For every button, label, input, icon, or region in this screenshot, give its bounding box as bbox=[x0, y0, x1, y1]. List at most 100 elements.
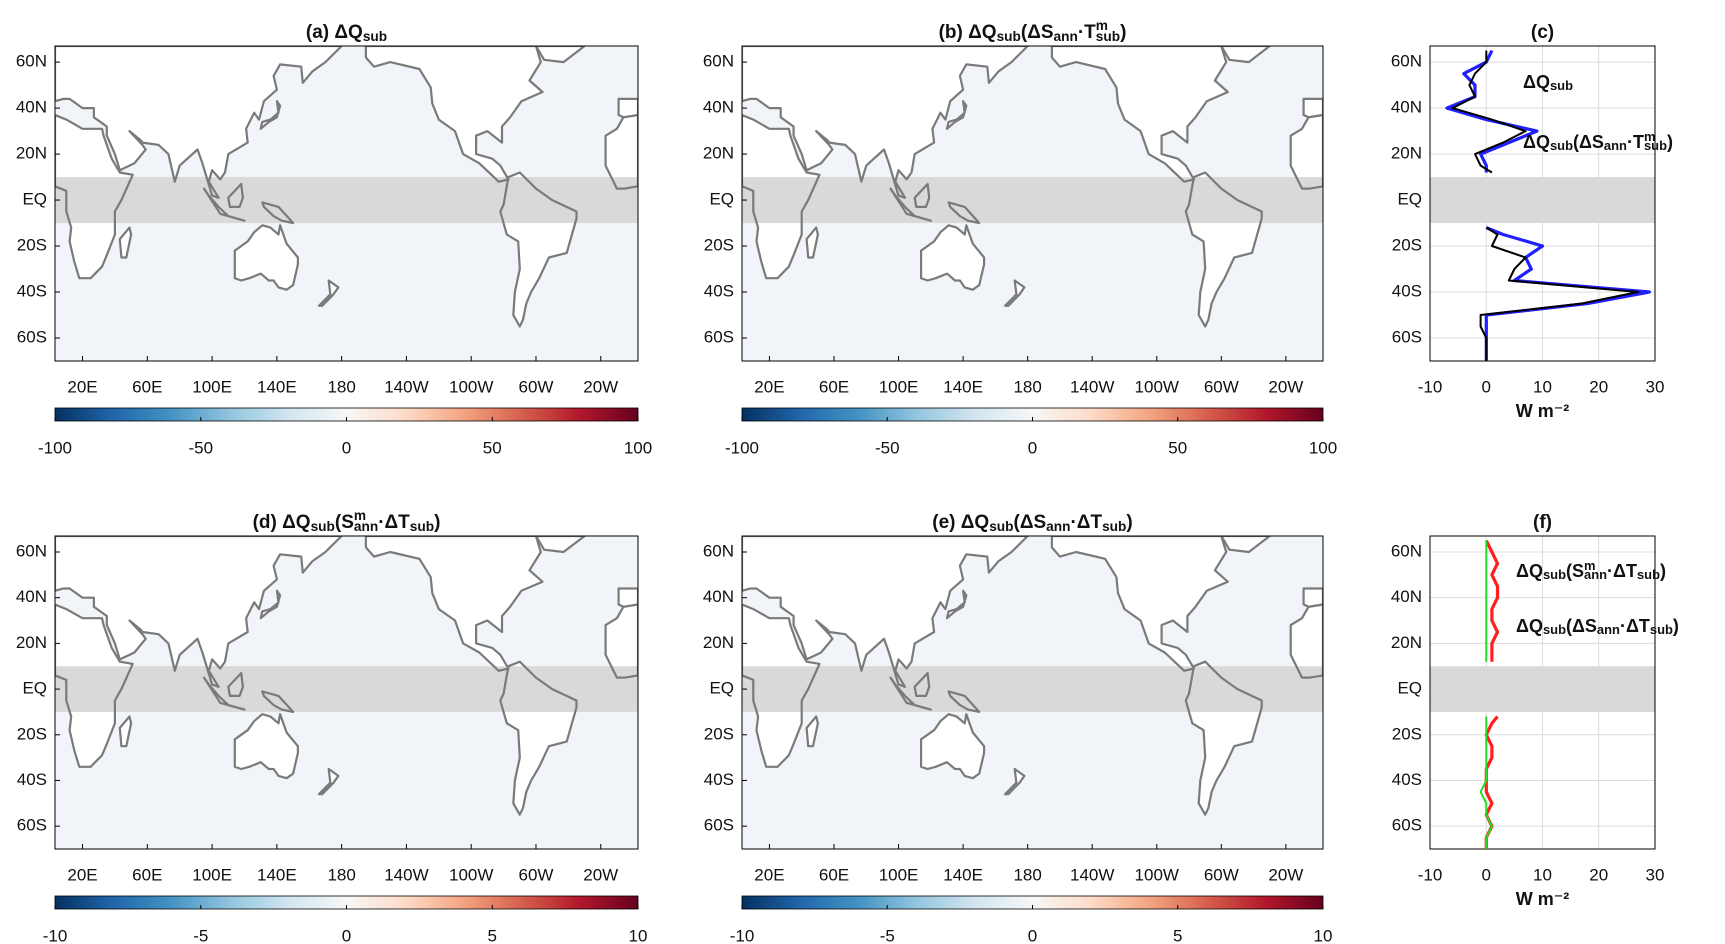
y-tick-label: 40N bbox=[703, 587, 734, 606]
text-part: (ΔS bbox=[1573, 132, 1604, 152]
text-part: (ΔS bbox=[1021, 22, 1054, 43]
land bbox=[55, 536, 342, 687]
colorbar-tick-label: 0 bbox=[342, 926, 351, 944]
coastline bbox=[742, 536, 1029, 688]
profile-line bbox=[1479, 540, 1493, 849]
x-axis-label: W m⁻² bbox=[1516, 401, 1570, 421]
colorbar-tick-label: 0 bbox=[342, 438, 351, 457]
y-tick-label: 20S bbox=[17, 724, 47, 743]
text-part: ann bbox=[1046, 519, 1070, 534]
land bbox=[234, 714, 298, 779]
coastline bbox=[259, 589, 282, 620]
coastline bbox=[118, 715, 133, 748]
text-part: ·T bbox=[1627, 132, 1644, 152]
coastline bbox=[261, 690, 295, 714]
x-tick-label: 100E bbox=[192, 865, 232, 884]
text-part: ann bbox=[1604, 138, 1627, 153]
colorbar-tick-label: -5 bbox=[880, 926, 895, 944]
coastline bbox=[233, 713, 299, 780]
coastline bbox=[742, 46, 1029, 199]
land bbox=[365, 536, 543, 671]
y-tick-label: 60N bbox=[703, 541, 734, 560]
coastline bbox=[317, 767, 340, 796]
colorbar-tick-label: 0 bbox=[1028, 926, 1037, 944]
coastline bbox=[259, 100, 282, 130]
y-tick-label: 20S bbox=[1392, 724, 1422, 743]
panel-title: (e) ΔQsub(ΔSann·ΔTsub) bbox=[932, 512, 1132, 534]
coastline bbox=[805, 715, 820, 748]
x-tick-label: 20E bbox=[67, 865, 97, 884]
land bbox=[1221, 46, 1270, 63]
colorbar-tick-label: -100 bbox=[725, 438, 759, 457]
y-tick-label: 60N bbox=[703, 52, 734, 71]
land bbox=[1303, 98, 1323, 118]
text-part: (e) ΔQ bbox=[932, 512, 989, 533]
coastline bbox=[499, 660, 578, 816]
x-tick-label: 140W bbox=[1070, 865, 1114, 884]
text-part: m bbox=[1584, 558, 1596, 573]
x-tick-label: 20E bbox=[67, 377, 97, 396]
coastline bbox=[1220, 536, 1271, 554]
text-part: (S bbox=[1566, 561, 1584, 581]
text-part: ΔQ bbox=[1516, 561, 1543, 581]
colorbar-tick-label: 100 bbox=[624, 438, 652, 457]
panel-title: (b) ΔQsub(ΔSann·Tm sub) bbox=[939, 18, 1127, 43]
coastline bbox=[919, 224, 986, 291]
text-part: sub bbox=[1550, 138, 1573, 153]
x-tick-label: 100W bbox=[449, 377, 493, 396]
coastline bbox=[617, 587, 638, 608]
coastline bbox=[1050, 536, 1229, 672]
x-tick-label: 20W bbox=[1268, 377, 1303, 396]
x-tick-label: 20 bbox=[1589, 377, 1608, 396]
land bbox=[536, 536, 585, 552]
legend-label: ΔQsub(ΔSann·ΔTsub) bbox=[1516, 616, 1679, 638]
y-tick-label: 20N bbox=[703, 144, 734, 163]
colorbar-tick-label: -50 bbox=[188, 438, 213, 457]
text-part: ) bbox=[1120, 22, 1126, 43]
x-tick-label: 30 bbox=[1646, 377, 1665, 396]
text-part: sub bbox=[997, 29, 1021, 44]
masked-band bbox=[55, 666, 638, 712]
text-part: ann bbox=[1584, 567, 1607, 582]
coastline bbox=[919, 713, 986, 780]
land bbox=[119, 716, 132, 747]
coastline bbox=[364, 46, 544, 183]
frame bbox=[1429, 535, 1656, 850]
coastline bbox=[947, 201, 981, 225]
coastline bbox=[118, 226, 133, 259]
text-part: ·ΔT bbox=[378, 512, 410, 533]
colorbar-tick-label: -10 bbox=[730, 926, 755, 944]
y-tick-label: EQ bbox=[1397, 190, 1422, 209]
frame bbox=[1429, 45, 1656, 362]
x-tick-label: 60E bbox=[819, 377, 849, 396]
coastline bbox=[534, 46, 586, 64]
coastline bbox=[1184, 660, 1263, 816]
x-tick-label: 30 bbox=[1646, 865, 1665, 884]
coastline bbox=[742, 603, 821, 768]
x-tick-label: 60W bbox=[1204, 865, 1239, 884]
coastline bbox=[889, 187, 932, 222]
colorbar-tick-label: 10 bbox=[1314, 926, 1333, 944]
coastline bbox=[202, 187, 246, 222]
coastline bbox=[947, 690, 981, 714]
x-tick-label: 140E bbox=[257, 865, 297, 884]
land bbox=[319, 769, 339, 795]
text-part: sub bbox=[1650, 622, 1673, 637]
coastline bbox=[499, 171, 578, 328]
coastline bbox=[261, 201, 295, 225]
y-tick-label: 60N bbox=[1391, 52, 1422, 71]
land bbox=[536, 46, 585, 63]
x-tick-label: 60E bbox=[819, 865, 849, 884]
x-tick-label: 20W bbox=[583, 865, 618, 884]
text-part: sub bbox=[1637, 567, 1660, 582]
land bbox=[1051, 46, 1228, 182]
land bbox=[119, 227, 132, 258]
x-tick-label: 100W bbox=[1135, 377, 1179, 396]
coastline bbox=[534, 536, 586, 554]
masked-band bbox=[742, 177, 1323, 224]
text-part: ·ΔT bbox=[1070, 512, 1102, 533]
x-tick-label: 140W bbox=[384, 865, 428, 884]
coastline bbox=[1289, 603, 1323, 679]
x-tick-label: 140W bbox=[1070, 377, 1114, 396]
coastline bbox=[913, 671, 931, 698]
